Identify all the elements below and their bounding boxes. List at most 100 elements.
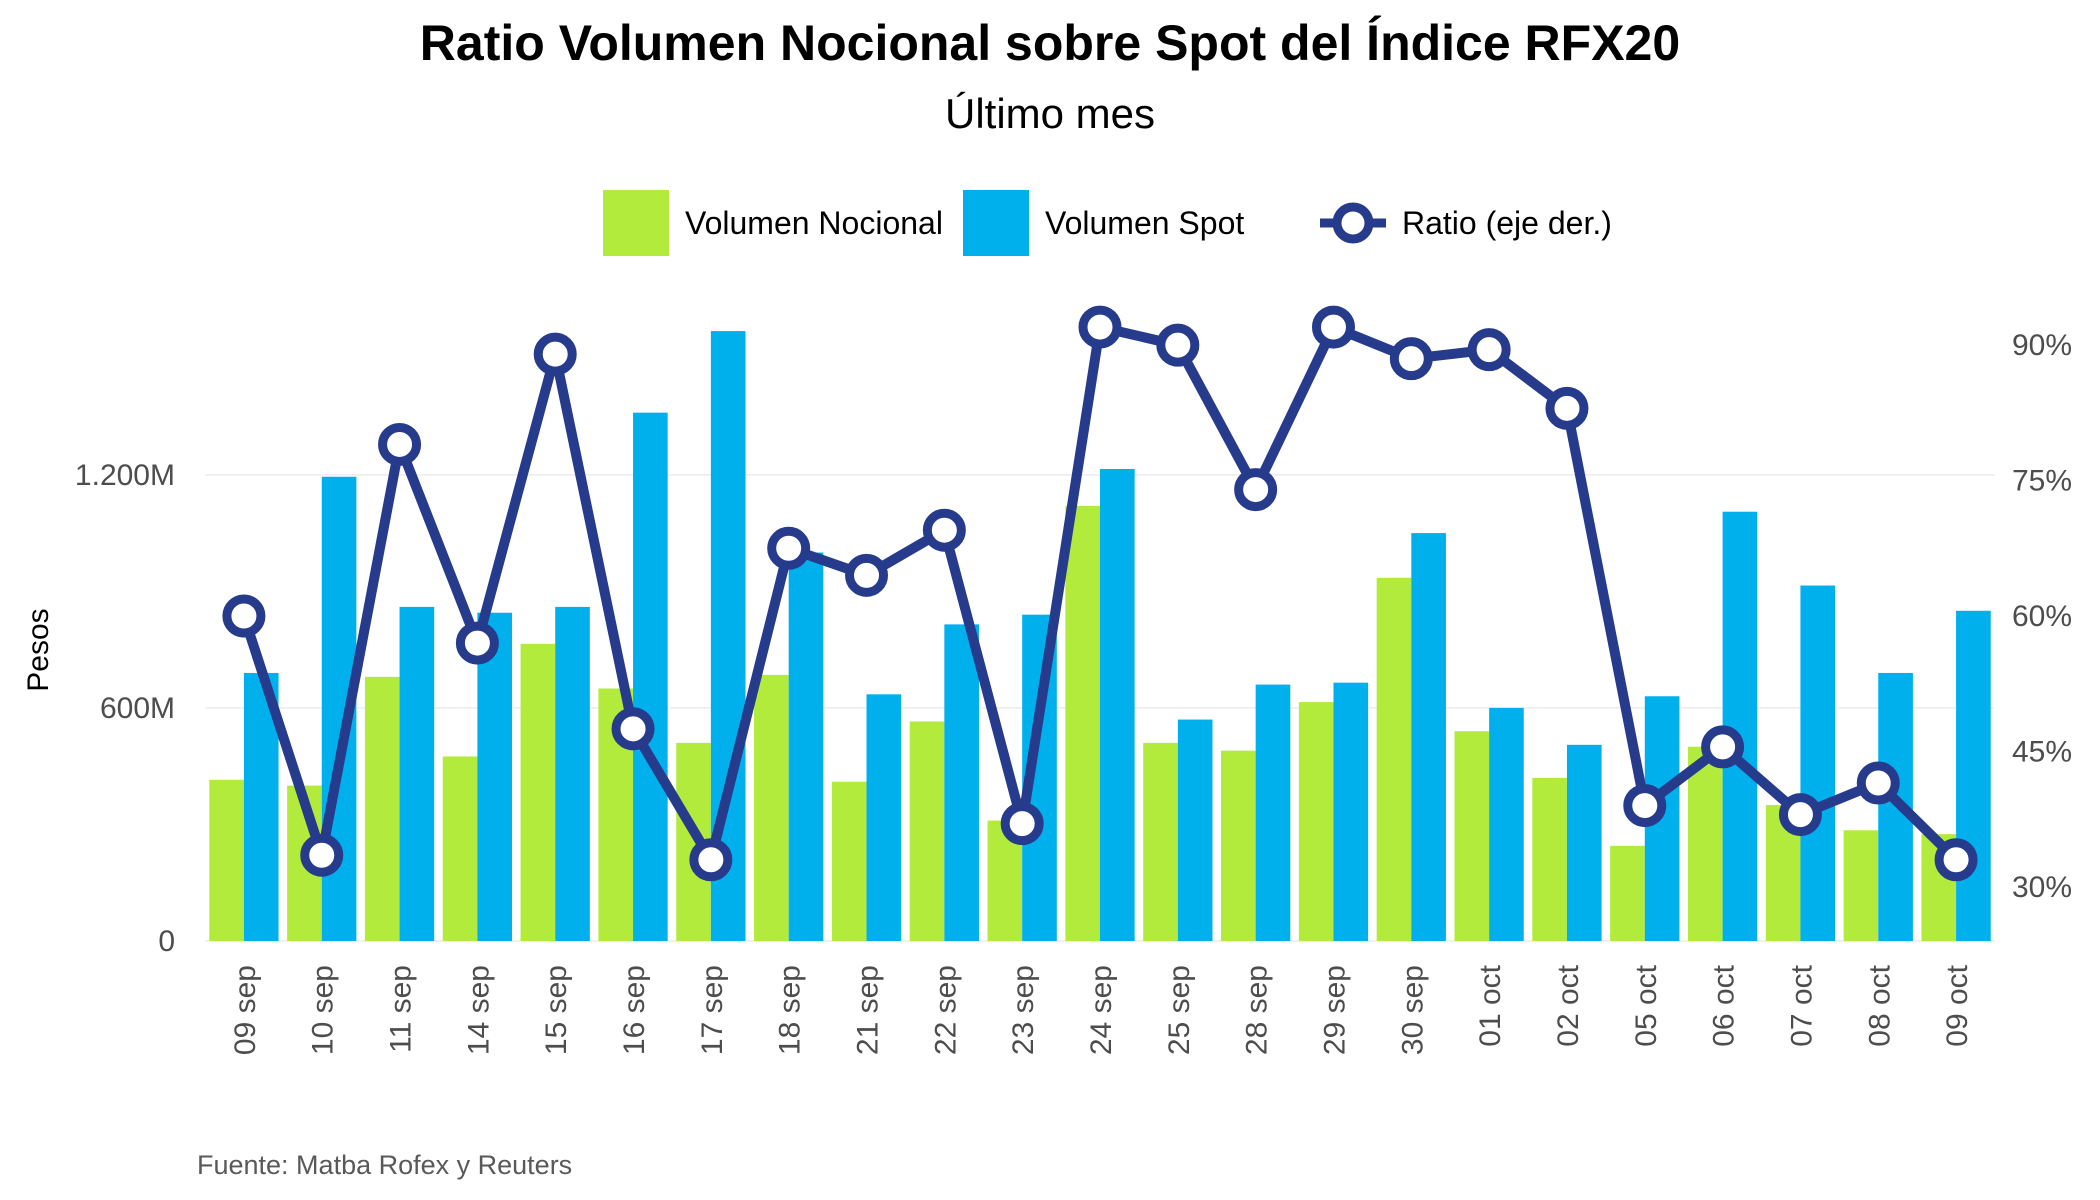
- bar-spot-16: [1489, 707, 1524, 941]
- bar-nocional-11: [1065, 505, 1100, 941]
- x-tick-label-4: 15 sep: [540, 965, 573, 1055]
- legend-item-ratio: Ratio (eje der.): [1320, 190, 1612, 256]
- y-axis-right: 30% 45% 60% 75% 90%: [2012, 329, 2072, 904]
- bar-spot-7: [788, 552, 824, 941]
- ratio-point-4: [533, 332, 577, 376]
- y-tick-label-0: 0: [158, 925, 175, 958]
- bar-spot-8: [866, 694, 902, 941]
- x-tick-label-17: 02 oct: [1552, 964, 1585, 1046]
- legend-item-spot: Volumen Spot: [963, 190, 1244, 256]
- bar-nocional-9: [909, 721, 945, 941]
- ratio-point-15: [1389, 337, 1433, 381]
- ratio-point-20: [1778, 793, 1822, 837]
- x-tick-label-10: 23 sep: [1007, 965, 1040, 1055]
- ratio-point-16: [1467, 328, 1511, 372]
- ratio-point-22: [1934, 838, 1978, 882]
- ratio-point-19: [1701, 725, 1745, 769]
- legend-label-spot: Volumen Spot: [1045, 204, 1245, 241]
- ratio-point-14: [1311, 305, 1355, 349]
- ratio-point-8: [845, 553, 889, 597]
- bar-nocional-21: [1843, 830, 1879, 941]
- x-tick-label-7: 18 sep: [774, 965, 807, 1055]
- ratio-point-3: [455, 621, 499, 665]
- ratio-point-1: [300, 833, 344, 877]
- x-tick-label-22: 09 oct: [1941, 964, 1974, 1046]
- bar-spot-20: [1800, 585, 1836, 941]
- bar-spot-11: [1100, 468, 1135, 941]
- x-axis: 09 sep 10 sep 11 sep 14 sep 15 sep 16 sep 17 s…: [229, 964, 1974, 1055]
- x-tick-label-6: 17 sep: [696, 965, 729, 1055]
- x-tick-label-21: 08 oct: [1863, 964, 1896, 1046]
- x-tick-label-14: 29 sep: [1318, 965, 1351, 1055]
- x-tick-label-5: 16 sep: [618, 965, 651, 1055]
- bar-spot-3: [477, 612, 513, 941]
- legend-swatch-spot: [963, 190, 1029, 256]
- bar-spot-2: [399, 606, 435, 941]
- x-tick-label-2: 11 sep: [385, 965, 418, 1053]
- bar-spot-14: [1333, 682, 1369, 941]
- y-axis-left: 0 600M 1.200M: [75, 459, 175, 958]
- ratio-point-9: [922, 508, 966, 552]
- ratio-point-11: [1078, 305, 1122, 349]
- legend-label-ratio: Ratio (eje der.): [1402, 204, 1612, 241]
- ratio-point-17: [1545, 386, 1589, 430]
- bar-spot-4: [555, 606, 590, 941]
- bar-spot-12: [1177, 719, 1213, 941]
- bar-nocional-8: [831, 781, 867, 941]
- ratio-point-10: [1000, 802, 1044, 846]
- x-tick-label-19: 06 oct: [1708, 964, 1741, 1046]
- bar-nocional-3: [442, 756, 478, 941]
- bar-spot-15: [1411, 533, 1446, 941]
- source-note: Fuente: Matba Rofex y Reuters: [197, 1150, 573, 1180]
- x-tick-label-0: 09 sep: [229, 965, 262, 1055]
- bar-spot-17: [1566, 744, 1602, 941]
- ratio-point-5: [611, 707, 655, 751]
- bar-spot-5: [633, 412, 668, 941]
- ratio-line: [222, 305, 1978, 882]
- bar-nocional-12: [1143, 742, 1178, 941]
- bar-nocional-19: [1687, 746, 1723, 941]
- bar-nocional-15: [1376, 577, 1412, 941]
- ratio-point-7: [767, 526, 811, 570]
- y2-tick-label-3: 75%: [2012, 465, 2072, 498]
- x-tick-label-3: 14 sep: [462, 965, 495, 1055]
- y-tick-label-2: 1.200M: [75, 459, 175, 492]
- bar-nocional-0: [209, 779, 244, 941]
- bar-nocional-7: [754, 674, 789, 941]
- x-tick-label-11: 24 sep: [1085, 965, 1118, 1055]
- y2-tick-label-2: 60%: [2012, 600, 2072, 633]
- x-tick-label-13: 28 sep: [1241, 965, 1274, 1055]
- bar-nocional-18: [1610, 845, 1645, 941]
- ratio-point-12: [1156, 323, 1200, 367]
- bar-nocional-13: [1221, 750, 1256, 941]
- chart-subtitle: Último mes: [944, 90, 1156, 137]
- bar-nocional-16: [1454, 731, 1490, 941]
- y2-tick-label-4: 90%: [2012, 329, 2072, 362]
- bar-spot-9: [944, 624, 979, 941]
- y2-tick-label-1: 45%: [2012, 735, 2072, 768]
- x-tick-label-1: 10 sep: [307, 965, 340, 1055]
- bar-nocional-2: [364, 676, 400, 941]
- x-tick-label-8: 21 sep: [852, 965, 885, 1055]
- x-tick-label-16: 01 oct: [1474, 964, 1507, 1046]
- legend-swatch-ratio: [1320, 202, 1386, 244]
- x-tick-label-9: 22 sep: [929, 965, 962, 1055]
- legend-swatch-nocional: [603, 190, 669, 256]
- ratio-point-2: [378, 422, 422, 466]
- legend-label-nocional: Volumen Nocional: [685, 204, 943, 241]
- y-axis-label: Pesos: [22, 608, 55, 691]
- ratio-point-21: [1856, 761, 1900, 805]
- chart-title: Ratio Volumen Nocional sobre Spot del Ín…: [419, 15, 1681, 71]
- x-tick-label-15: 30 sep: [1396, 965, 1429, 1055]
- ratio-point-13: [1234, 468, 1278, 512]
- bar-spot-22: [1956, 610, 1991, 941]
- bar-nocional-4: [520, 643, 556, 941]
- bar-nocional-17: [1532, 777, 1567, 941]
- ratio-point-0: [222, 594, 266, 638]
- x-tick-label-12: 25 sep: [1163, 965, 1196, 1055]
- ratio-point-6: [689, 838, 733, 882]
- y-tick-label-1: 600M: [100, 692, 175, 725]
- x-tick-label-20: 07 oct: [1785, 964, 1818, 1046]
- x-tick-label-18: 05 oct: [1630, 964, 1663, 1046]
